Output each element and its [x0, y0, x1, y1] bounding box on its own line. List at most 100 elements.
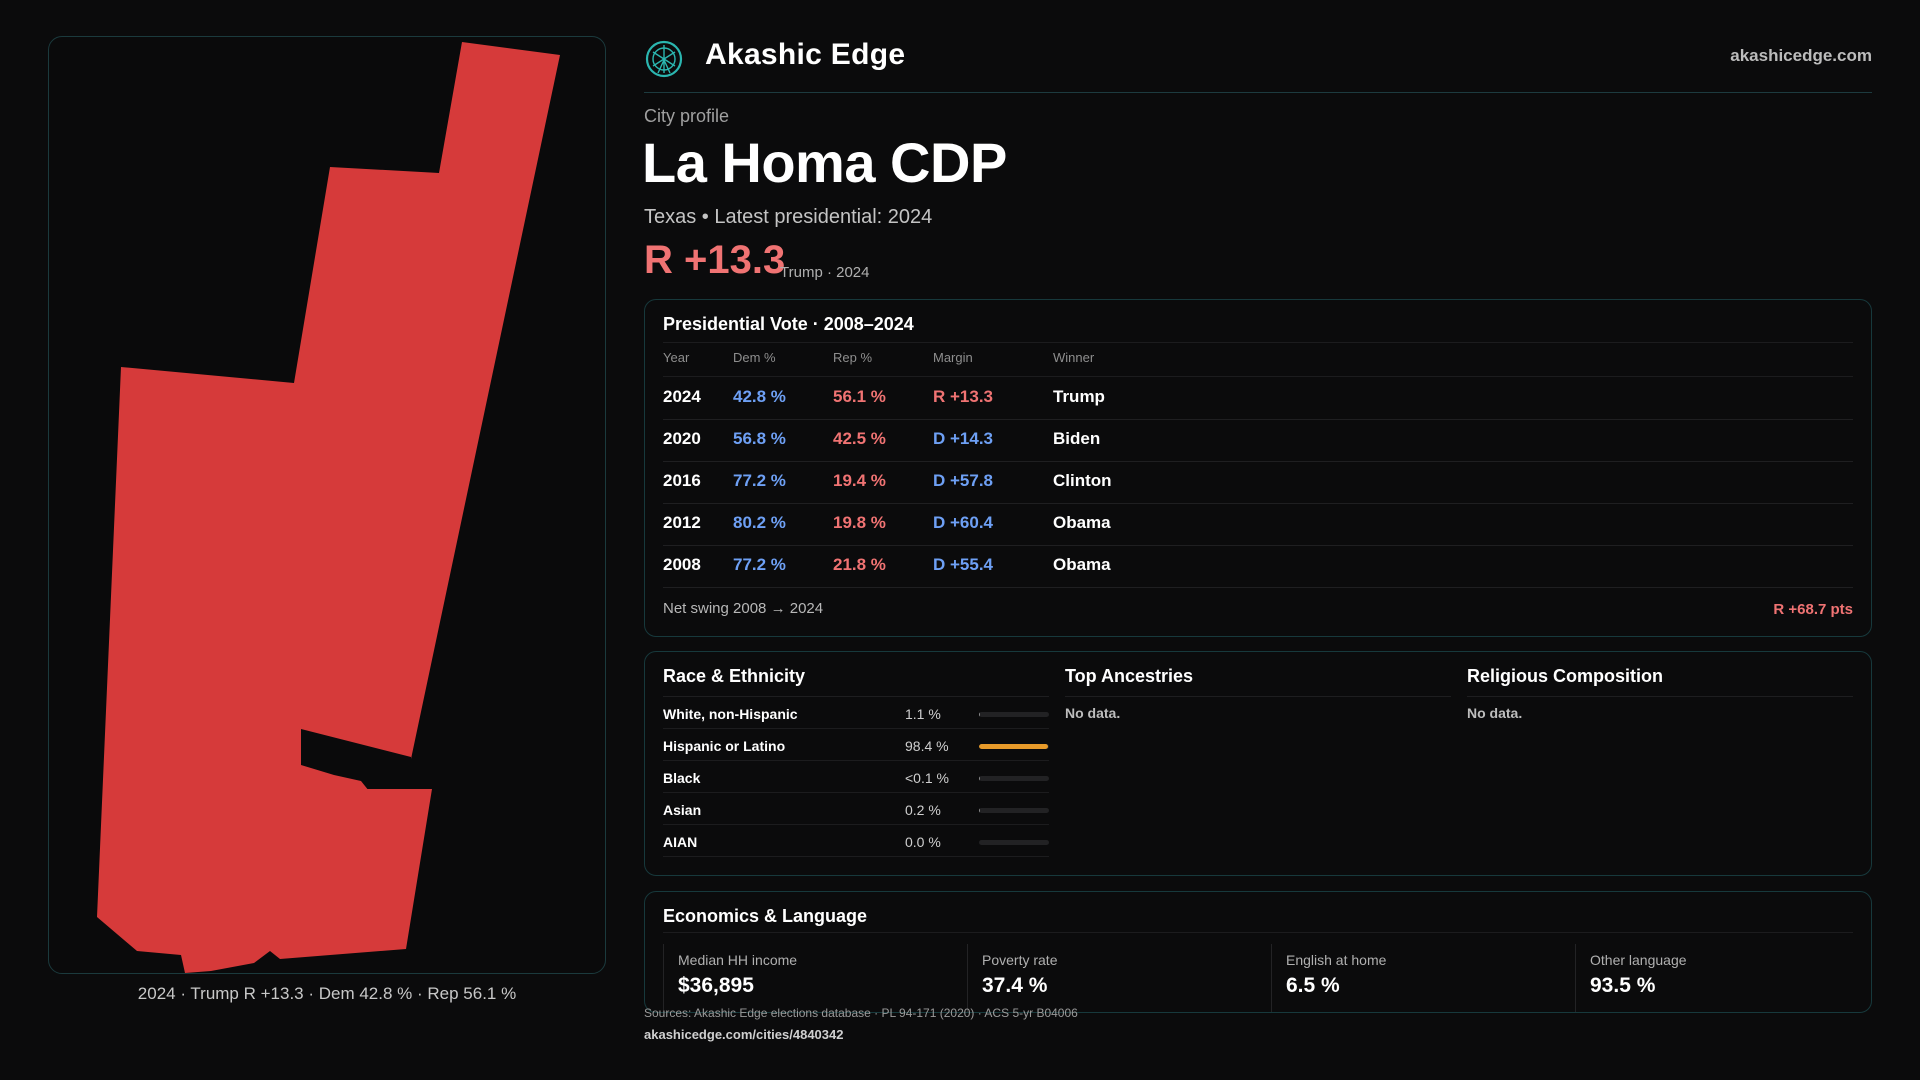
table-row: 2008 77.2 % 21.8 % D +55.4 Obama	[663, 545, 1853, 588]
religion-empty-state: No data.	[1467, 705, 1523, 721]
map-caption: 2024 · Trump R +13.3 · Dem 42.8 % · Rep …	[137, 984, 517, 1003]
stat-value: 37.4 %	[982, 974, 1048, 997]
margin-cell: D +55.4	[933, 555, 994, 574]
religious-composition-section: Religious Composition No data.	[1467, 666, 1853, 721]
net-swing-value: R +68.7 pts	[1773, 601, 1853, 618]
divider	[663, 342, 1853, 343]
sources-note: Sources: Akashic Edge elections database…	[644, 1006, 1078, 1020]
stat-poverty-rate: Poverty rate 37.4 %	[967, 944, 1272, 1012]
race-share-bar	[979, 840, 1049, 845]
dem-cell: 42.8 %	[733, 387, 786, 406]
presidential-vote-card: Presidential Vote · 2008–2024 Year Dem %…	[644, 299, 1872, 637]
page-subtitle: Texas • Latest presidential: 2024	[644, 206, 933, 228]
margin-cell: D +14.3	[933, 429, 994, 448]
race-value: 98.4 %	[905, 738, 949, 754]
race-share-bar	[979, 744, 1049, 749]
stat-label: English at home	[1286, 952, 1387, 968]
stat-value: 6.5 %	[1286, 974, 1340, 997]
stat-label: Median HH income	[678, 952, 798, 968]
page-title: La Homa CDP	[642, 131, 1007, 194]
winner-cell: Biden	[1053, 429, 1101, 448]
stat-english-at-home: English at home 6.5 %	[1271, 944, 1576, 1012]
table-row: 2012 80.2 % 19.8 % D +60.4 Obama	[663, 503, 1853, 546]
headline-margin: R +13.3	[644, 238, 786, 282]
winner-cell: Clinton	[1053, 471, 1112, 490]
rep-cell: 19.4 %	[833, 471, 886, 490]
top-ancestries-title: Top Ancestries	[1065, 666, 1451, 697]
stat-other-language: Other language 93.5 %	[1575, 944, 1871, 1012]
margin-cell: R +13.3	[933, 387, 994, 406]
economics-language-title: Economics & Language	[663, 906, 868, 926]
rep-cell: 21.8 %	[833, 555, 886, 574]
race-ethnicity-section: Race & Ethnicity White, non-Hispanic 1.1…	[663, 666, 1049, 857]
winner-cell: Obama	[1053, 513, 1111, 532]
year-cell: 2008	[663, 555, 701, 574]
demographics-card: Race & Ethnicity White, non-Hispanic 1.1…	[644, 651, 1872, 876]
race-ethnicity-title: Race & Ethnicity	[663, 666, 1049, 697]
year-cell: 2012	[663, 513, 701, 532]
table-row: 2024 42.8 % 56.1 % R +13.3 Trump	[663, 377, 1853, 420]
stat-value: $36,895	[678, 974, 754, 997]
year-cell: 2024	[663, 387, 701, 406]
race-value: 1.1 %	[905, 706, 941, 722]
stat-median-income: Median HH income $36,895	[663, 944, 968, 1012]
brand-header: Akashic Edge akashicedge.com	[644, 36, 1872, 93]
economics-language-card: Economics & Language Median HH income $3…	[644, 891, 1872, 1013]
column-header-dem: Dem %	[733, 350, 776, 365]
rep-cell: 56.1 %	[833, 387, 886, 406]
column-header-year: Year	[663, 350, 690, 365]
race-share-bar	[979, 808, 1049, 813]
race-row: AIAN 0.0 %	[663, 825, 1049, 857]
race-share-bar	[979, 776, 1049, 781]
dem-cell: 80.2 %	[733, 513, 786, 532]
brand-name[interactable]: Akashic Edge	[705, 38, 906, 71]
race-name: Hispanic or Latino	[663, 738, 786, 754]
religious-composition-title: Religious Composition	[1467, 666, 1853, 697]
winner-cell: Obama	[1053, 555, 1111, 574]
race-value: 0.0 %	[905, 834, 941, 850]
race-name: Asian	[663, 802, 702, 818]
winner-cell: Trump	[1053, 387, 1105, 406]
race-row: White, non-Hispanic 1.1 %	[663, 697, 1049, 729]
race-value: 0.2 %	[905, 802, 941, 818]
race-row: Asian 0.2 %	[663, 793, 1049, 825]
stat-value: 93.5 %	[1590, 974, 1656, 997]
race-name: White, non-Hispanic	[663, 706, 798, 722]
net-swing-label: Net swing 2008 → 2024	[663, 600, 824, 617]
margin-cell: D +60.4	[933, 513, 994, 532]
margin-cell: D +57.8	[933, 471, 994, 490]
table-row: 2016 77.2 % 19.4 % D +57.8 Clinton	[663, 461, 1853, 504]
city-boundary-shape	[97, 42, 560, 973]
akashic-edge-logo-icon[interactable]	[644, 39, 684, 79]
race-share-bar	[979, 712, 1049, 717]
top-ancestries-section: Top Ancestries No data.	[1065, 666, 1451, 721]
stat-label: Other language	[1590, 952, 1687, 968]
city-boundary-polygon	[97, 42, 560, 973]
presidential-vote-title: Presidential Vote · 2008–2024	[663, 314, 914, 334]
divider	[663, 376, 1853, 377]
page-url-link[interactable]: akashicedge.com/cities/4840342	[644, 1027, 844, 1042]
column-header-winner: Winner	[1053, 350, 1095, 365]
divider	[663, 932, 1853, 933]
race-row: Black <0.1 %	[663, 761, 1049, 793]
brand-url[interactable]: akashicedge.com	[1730, 46, 1872, 65]
stat-label: Poverty rate	[982, 952, 1058, 968]
race-value: <0.1 %	[905, 770, 949, 786]
rep-cell: 42.5 %	[833, 429, 886, 448]
city-boundary-map[interactable]	[48, 36, 606, 974]
race-name: Black	[663, 770, 701, 786]
year-cell: 2020	[663, 429, 701, 448]
column-header-rep: Rep %	[833, 350, 873, 365]
dem-cell: 77.2 %	[733, 471, 786, 490]
race-name: AIAN	[663, 834, 698, 850]
ancestries-empty-state: No data.	[1065, 705, 1121, 721]
year-cell: 2016	[663, 471, 701, 490]
race-row: Hispanic or Latino 98.4 %	[663, 729, 1049, 761]
dem-cell: 56.8 %	[733, 429, 786, 448]
rep-cell: 19.8 %	[833, 513, 886, 532]
dem-cell: 77.2 %	[733, 555, 786, 574]
column-header-margin: Margin	[933, 350, 973, 365]
headline-margin-detail: Trump · 2024	[780, 264, 870, 281]
table-row: 2020 56.8 % 42.5 % D +14.3 Biden	[663, 419, 1853, 462]
page-eyebrow: City profile	[644, 106, 730, 126]
